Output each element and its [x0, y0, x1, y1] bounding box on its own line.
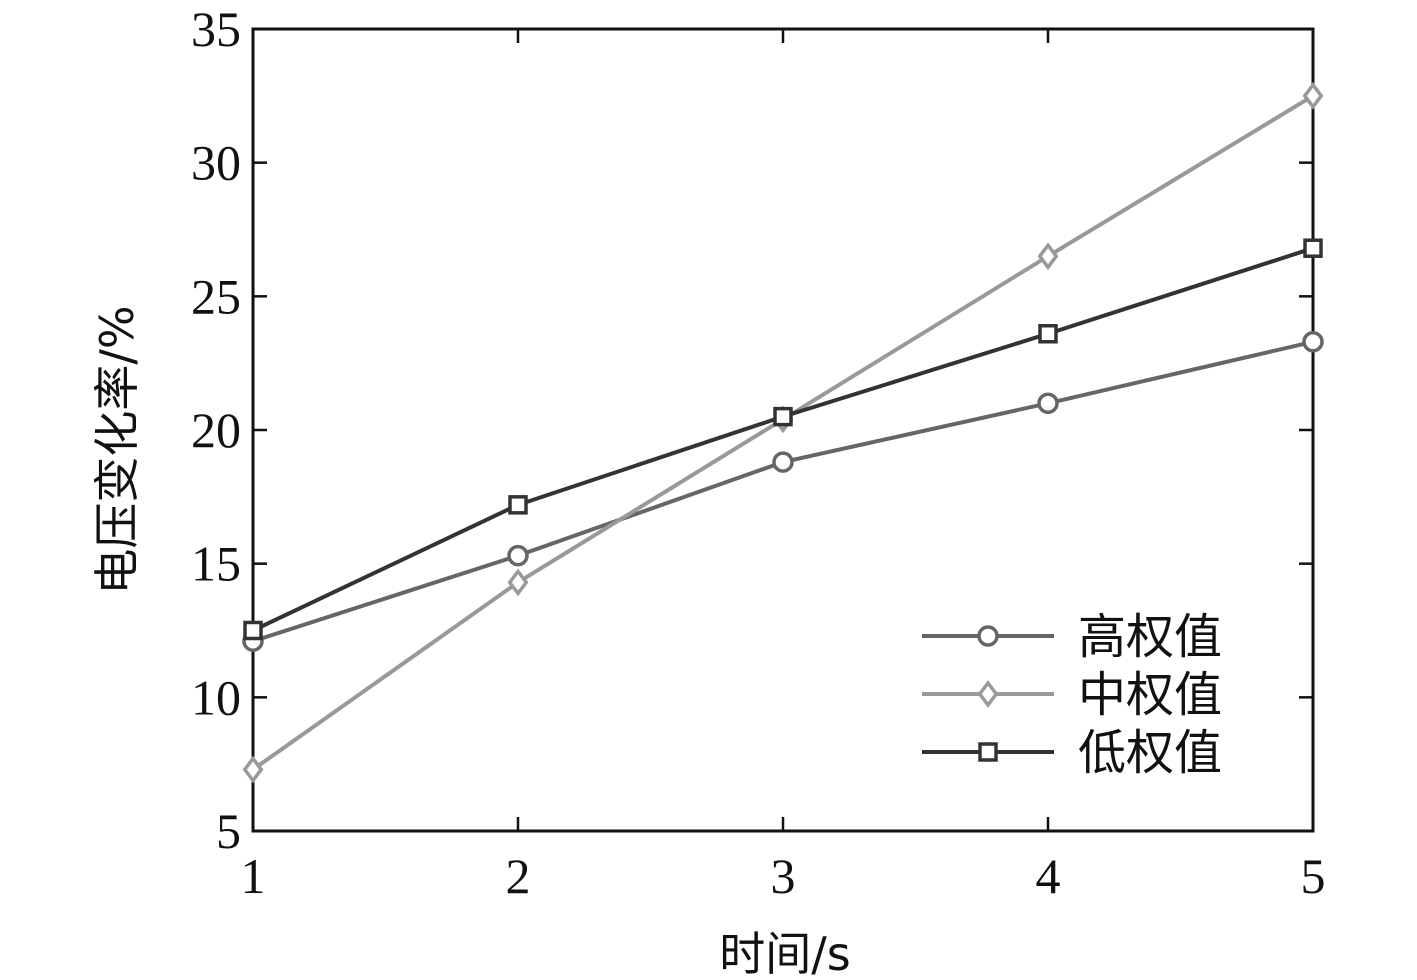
y-tick-label: 30 — [191, 135, 241, 191]
x-tick-label: 3 — [771, 848, 796, 904]
legend-label: 低权值 — [1078, 725, 1222, 781]
legend-item: 中权值 — [922, 667, 1222, 723]
series-square — [243, 238, 1323, 641]
y-tick-label: 5 — [216, 803, 241, 859]
data-point-diamond — [977, 680, 999, 708]
series-line — [252, 339, 1314, 644]
data-point-circle — [977, 625, 999, 647]
data-point-square — [773, 406, 793, 427]
legend-label: 高权值 — [1078, 609, 1222, 665]
x-tick-label: 4 — [1036, 848, 1061, 904]
x-axis-label: 时间/s — [719, 927, 850, 980]
data-point-square — [1303, 238, 1323, 258]
x-tick-label: 5 — [1301, 848, 1326, 904]
data-point-circle — [507, 544, 529, 567]
y-tick-label: 35 — [191, 1, 241, 57]
x-tick-label: 1 — [241, 848, 266, 904]
data-point-square — [508, 495, 528, 515]
legend-label: 中权值 — [1078, 667, 1222, 723]
data-point-square — [243, 620, 263, 641]
y-tick-label: 20 — [191, 402, 241, 458]
series-line — [252, 246, 1314, 633]
data-point-diamond — [1302, 81, 1324, 110]
data-point-diamond — [507, 568, 529, 597]
x-tick-label: 2 — [506, 848, 531, 904]
series-group — [242, 81, 1324, 784]
series-circle — [242, 331, 1324, 652]
axes: 5 10 15 20 25 30 35 1 2 3 4 5 — [191, 1, 1326, 904]
data-point-square — [978, 742, 998, 762]
legend-item: 低权值 — [922, 725, 1222, 781]
y-tick-label: 15 — [191, 536, 241, 592]
data-point-circle — [1302, 331, 1324, 353]
legend-item: 高权值 — [922, 609, 1222, 665]
data-point-square — [1038, 324, 1058, 344]
data-point-circle — [772, 451, 794, 473]
y-tick-label: 25 — [191, 268, 241, 324]
data-point-diamond — [242, 755, 264, 784]
y-tick-label: 10 — [191, 669, 241, 725]
data-point-circle — [1037, 392, 1059, 415]
data-point-diamond — [1037, 242, 1059, 271]
y-axis-label: 电压变化率/% — [90, 305, 144, 594]
